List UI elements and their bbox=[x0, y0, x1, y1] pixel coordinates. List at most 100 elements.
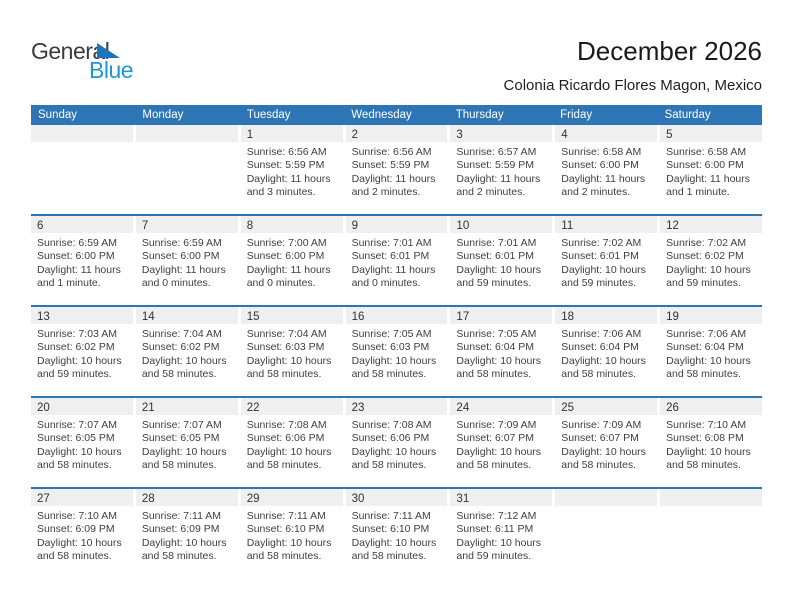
sunset-text: Sunset: 6:00 PM bbox=[37, 250, 115, 263]
day-number-band: 6 bbox=[31, 216, 133, 233]
day-cell: 11 Sunrise: 7:02 AM Sunset: 6:01 PM Dayligh… bbox=[555, 216, 658, 305]
weekday-monday: Monday bbox=[142, 109, 184, 121]
sunset-text: Sunset: 6:10 PM bbox=[351, 523, 430, 536]
day-number: 30 bbox=[351, 493, 365, 505]
day-number: 15 bbox=[246, 311, 260, 323]
day-details: Sunrise: 7:04 AM Sunset: 6:03 PM Daylight:… bbox=[241, 324, 343, 381]
week-row: 1 Sunrise: 6:56 AM Sunset: 5:59 PM Daylight… bbox=[31, 125, 762, 214]
day-details: Sunrise: 7:00 AM Sunset: 6:00 PM Daylight:… bbox=[241, 233, 343, 290]
sunset-text: Sunset: 6:04 PM bbox=[561, 341, 639, 354]
day-cell: 8 Sunrise: 7:00 AM Sunset: 6:00 PM Daylight… bbox=[240, 216, 343, 305]
sunrise-text: Sunrise: 7:06 AM bbox=[561, 328, 642, 340]
weekday-tuesday: Tuesday bbox=[246, 109, 291, 121]
daylight-text: Daylight: 10 hours and 59 minutes. bbox=[456, 263, 542, 289]
day-cell: 1 Sunrise: 6:56 AM Sunset: 5:59 PM Daylight… bbox=[240, 125, 343, 214]
day-cell: 27 Sunrise: 7:10 AM Sunset: 6:09 PM Dayligh… bbox=[31, 489, 133, 578]
day-cell: 23 Sunrise: 7:08 AM Sunset: 6:06 PM Dayligh… bbox=[345, 398, 448, 487]
day-number: 19 bbox=[666, 311, 679, 323]
day-cell: 10 Sunrise: 7:01 AM Sunset: 6:01 PM Dayligh… bbox=[450, 216, 553, 305]
day-number: 4 bbox=[561, 129, 568, 141]
daylight-text: Daylight: 11 hours and 3 minutes. bbox=[246, 172, 331, 198]
sunset-text: Sunset: 6:00 PM bbox=[666, 159, 744, 172]
sunset-text: Sunset: 6:08 PM bbox=[666, 432, 744, 445]
day-details: Sunrise: 7:01 AM Sunset: 6:01 PM Daylight:… bbox=[450, 233, 552, 290]
sunset-text: Sunset: 6:07 PM bbox=[561, 432, 639, 445]
day-number-band: 21 bbox=[135, 398, 238, 415]
day-number: 27 bbox=[37, 493, 50, 505]
daylight-text: Daylight: 10 hours and 59 minutes. bbox=[561, 263, 646, 289]
sunrise-text: Sunrise: 7:02 AM bbox=[666, 237, 747, 249]
sunrise-text: Sunrise: 7:03 AM bbox=[37, 328, 117, 340]
sunrise-text: Sunrise: 7:08 AM bbox=[246, 419, 327, 431]
day-number-band: 14 bbox=[135, 307, 238, 324]
day-details: Sunrise: 6:59 AM Sunset: 6:00 PM Daylight:… bbox=[31, 233, 133, 290]
daylight-text: Daylight: 10 hours and 58 minutes. bbox=[561, 445, 646, 471]
day-number: 21 bbox=[141, 402, 155, 414]
day-number: 18 bbox=[561, 311, 575, 323]
daylight-text: Daylight: 10 hours and 58 minutes. bbox=[246, 354, 332, 380]
sunrise-text: Sunrise: 7:08 AM bbox=[351, 419, 432, 431]
daylight-text: Daylight: 10 hours and 58 minutes. bbox=[666, 445, 751, 471]
logo-text-general: General bbox=[31, 38, 110, 64]
day-number: 13 bbox=[37, 311, 50, 323]
weekday-saturday: Saturday bbox=[664, 109, 711, 121]
daylight-text: Daylight: 10 hours and 58 minutes. bbox=[456, 354, 542, 380]
sunset-text: Sunset: 5:59 PM bbox=[351, 159, 430, 172]
sunset-text: Sunset: 6:01 PM bbox=[561, 250, 639, 263]
day-number: 28 bbox=[141, 493, 155, 505]
daylight-text: Daylight: 10 hours and 58 minutes. bbox=[351, 354, 437, 380]
daylight-text: Daylight: 11 hours and 1 minute. bbox=[37, 263, 121, 289]
day-number-band: 24 bbox=[450, 398, 553, 415]
week-row: 13 Sunrise: 7:03 AM Sunset: 6:02 PM Dayligh… bbox=[31, 305, 762, 396]
sunset-text: Sunset: 6:06 PM bbox=[351, 432, 430, 445]
day-cell: 16 Sunrise: 7:05 AM Sunset: 6:03 PM Dayligh… bbox=[345, 307, 448, 396]
sunrise-text: Sunrise: 6:56 AM bbox=[351, 146, 432, 158]
sunset-text: Sunset: 6:11 PM bbox=[456, 523, 534, 536]
day-cell: 13 Sunrise: 7:03 AM Sunset: 6:02 PM Dayligh… bbox=[31, 307, 133, 396]
sunset-text: Sunset: 6:02 PM bbox=[666, 250, 744, 263]
day-cell: 3 Sunrise: 6:57 AM Sunset: 5:59 PM Daylight… bbox=[450, 125, 553, 214]
day-cell: 4 Sunrise: 6:58 AM Sunset: 6:00 PM Daylight… bbox=[555, 125, 658, 214]
day-cell: 15 Sunrise: 7:04 AM Sunset: 6:03 PM Dayligh… bbox=[240, 307, 343, 396]
day-details: Sunrise: 6:56 AM Sunset: 5:59 PM Daylight:… bbox=[241, 142, 343, 199]
day-number: 14 bbox=[141, 311, 155, 323]
sunset-text: Sunset: 6:02 PM bbox=[37, 341, 115, 354]
day-details: Sunrise: 7:01 AM Sunset: 6:01 PM Daylight:… bbox=[346, 233, 448, 290]
day-cell: 30 Sunrise: 7:11 AM Sunset: 6:10 PM Dayligh… bbox=[345, 489, 448, 578]
day-number-band: 28 bbox=[135, 489, 238, 506]
day-number: 29 bbox=[246, 493, 260, 505]
day-details: Sunrise: 7:11 AM Sunset: 6:10 PM Daylight:… bbox=[241, 506, 343, 563]
day-number-band: 23 bbox=[345, 398, 448, 415]
day-number: 1 bbox=[246, 129, 254, 141]
day-number-band: 27 bbox=[31, 489, 133, 506]
sunrise-text: Sunrise: 7:04 AM bbox=[141, 328, 222, 340]
sunrise-text: Sunrise: 7:02 AM bbox=[561, 237, 642, 249]
logo-text-blue: Blue bbox=[89, 57, 134, 83]
day-number-band: 11 bbox=[555, 216, 658, 233]
sunrise-text: Sunrise: 6:57 AM bbox=[456, 146, 537, 158]
sunrise-text: Sunrise: 7:10 AM bbox=[666, 419, 747, 431]
sunrise-text: Sunrise: 6:59 AM bbox=[141, 237, 222, 249]
day-cell: 24 Sunrise: 7:09 AM Sunset: 6:07 PM Dayligh… bbox=[450, 398, 553, 487]
sunset-text: Sunset: 6:09 PM bbox=[141, 523, 220, 536]
day-details: Sunrise: 7:04 AM Sunset: 6:02 PM Daylight:… bbox=[136, 324, 238, 381]
sunset-text: Sunset: 6:06 PM bbox=[246, 432, 325, 445]
day-cell: 25 Sunrise: 7:09 AM Sunset: 6:07 PM Dayligh… bbox=[555, 398, 658, 487]
empty-day-cell bbox=[135, 125, 238, 214]
day-details: Sunrise: 7:02 AM Sunset: 6:01 PM Daylight:… bbox=[555, 233, 657, 290]
day-cell: 21 Sunrise: 7:07 AM Sunset: 6:05 PM Dayligh… bbox=[135, 398, 238, 487]
day-number: 20 bbox=[37, 402, 50, 414]
day-cell: 20 Sunrise: 7:07 AM Sunset: 6:05 PM Dayligh… bbox=[31, 398, 133, 487]
sunset-text: Sunset: 6:07 PM bbox=[456, 432, 535, 445]
daylight-text: Daylight: 10 hours and 58 minutes. bbox=[37, 536, 122, 562]
empty-day-cell bbox=[555, 489, 658, 578]
sunrise-text: Sunrise: 7:01 AM bbox=[456, 237, 537, 249]
day-cell: 5 Sunrise: 6:58 AM Sunset: 6:00 PM Daylight… bbox=[660, 125, 762, 214]
day-number-band bbox=[660, 489, 762, 506]
sunset-text: Sunset: 6:10 PM bbox=[246, 523, 325, 536]
day-cell: 9 Sunrise: 7:01 AM Sunset: 6:01 PM Daylight… bbox=[345, 216, 448, 305]
week-row: 6 Sunrise: 6:59 AM Sunset: 6:00 PM Daylight… bbox=[31, 214, 762, 305]
daylight-text: Daylight: 10 hours and 59 minutes. bbox=[666, 263, 751, 289]
day-details: Sunrise: 7:09 AM Sunset: 6:07 PM Daylight:… bbox=[450, 415, 552, 472]
sunrise-text: Sunrise: 7:09 AM bbox=[561, 419, 642, 431]
